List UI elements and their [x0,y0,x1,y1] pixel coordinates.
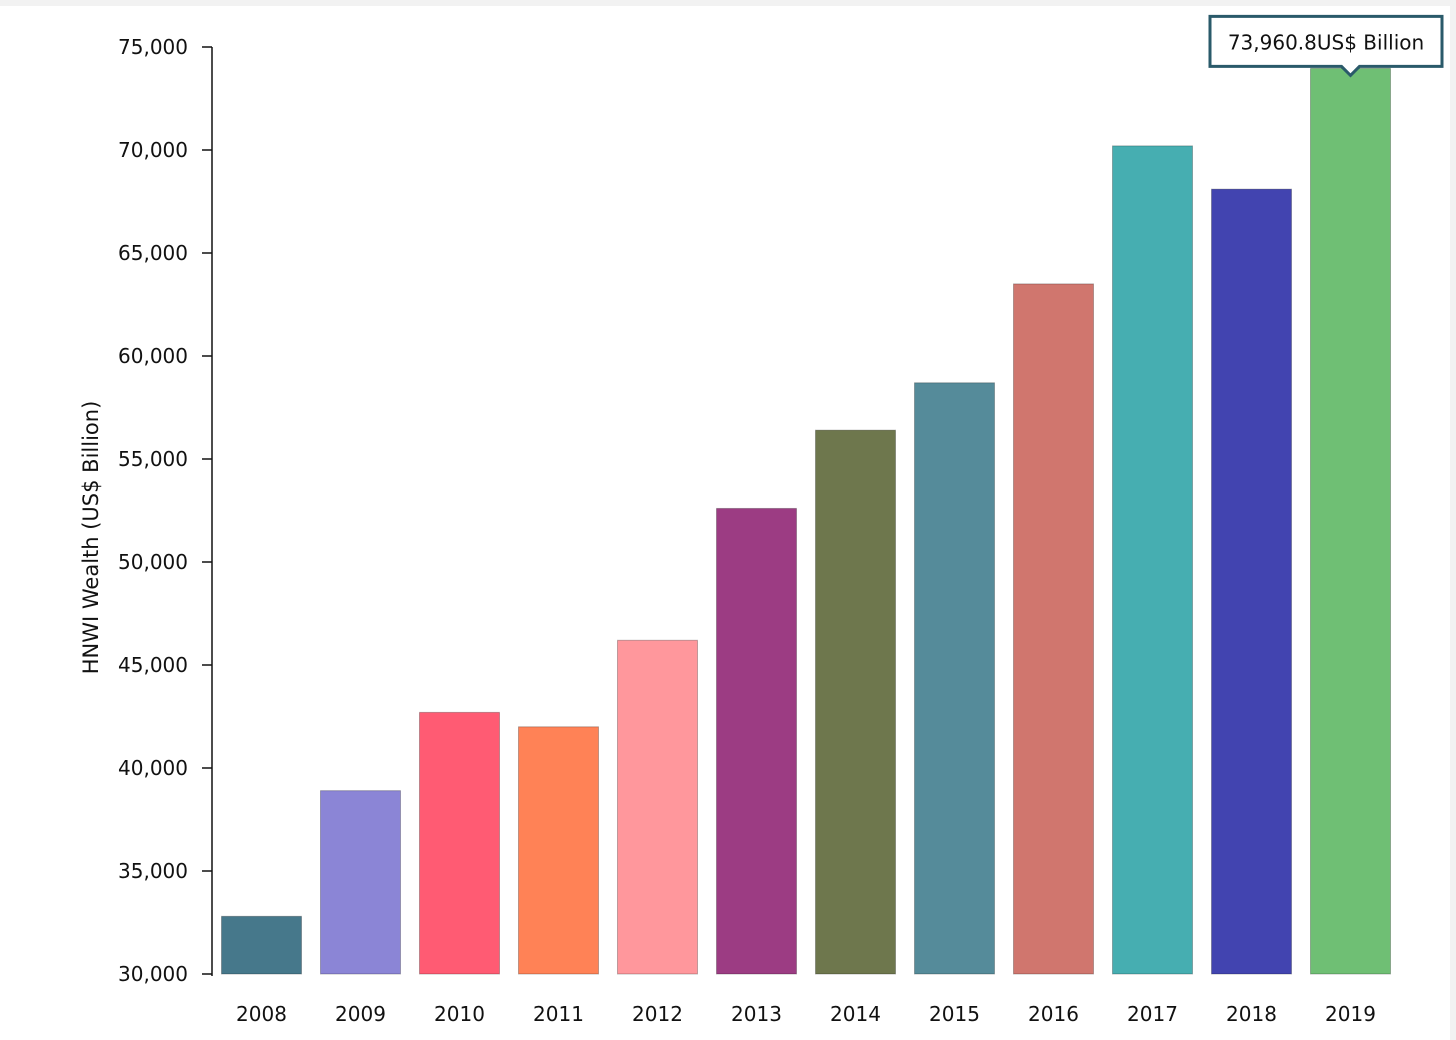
x-tick-label: 2014 [830,1002,881,1026]
bar-2009[interactable] [320,790,401,975]
x-tick-label: 2018 [1226,1002,1277,1026]
x-tick-label: 2010 [434,1002,485,1026]
bar-2018[interactable] [1211,188,1292,975]
x-tick-label: 2012 [632,1002,683,1026]
y-tick-label: 50,000 [118,550,188,574]
y-tick-label: 35,000 [118,859,188,883]
y-axis: 30,000 35,000 40,000 45,000 50,000 55,000 60,0… [118,35,213,986]
y-tick-label: 65,000 [118,241,188,265]
y-axis-title: HNWI Wealth (US$ Billion) [79,401,103,675]
y-tick-label: 75,000 [118,35,188,59]
bar-2016[interactable] [1013,283,1094,975]
x-axis: 2008 2009 2010 2011 2012 2013 2014 2015 2016 2017… [236,1002,1376,1026]
x-tick-label: 2009 [335,1002,386,1026]
y-tick-label: 70,000 [118,138,188,162]
bar-2013[interactable] [716,507,797,975]
x-tick-label: 2015 [929,1002,980,1026]
bar-2017[interactable] [1112,145,1193,975]
bar-2012[interactable] [617,639,698,975]
y-tick-label: 40,000 [118,756,188,780]
x-tick-label: 2016 [1028,1002,1079,1026]
x-tick-label: 2011 [533,1002,584,1026]
x-tick-label: 2017 [1127,1002,1178,1026]
bar-2019[interactable] [1310,67,1391,975]
bar-2008[interactable] [221,915,302,975]
x-tick-label: 2013 [731,1002,782,1026]
x-tick-label: 2008 [236,1002,287,1026]
x-tick-label: 2019 [1325,1002,1376,1026]
value-tooltip: 73,960.8US$ Billion [1208,14,1444,78]
tooltip-box [1208,14,1444,78]
y-tick-label: 45,000 [118,653,188,677]
bar-2010[interactable] [419,711,500,975]
y-tick-label: 60,000 [118,344,188,368]
y-tick-label: 30,000 [118,962,188,986]
bar-2015[interactable] [914,382,995,975]
bar-chart: 30,000 35,000 40,000 45,000 50,000 55,000 60,0… [79,14,1444,1026]
bar-2014[interactable] [815,429,896,975]
y-tick-label: 55,000 [118,447,188,471]
chart-card: 30,000 35,000 40,000 45,000 50,000 55,000 60,0… [0,6,1450,1040]
bars [221,67,1391,975]
bar-2011[interactable] [518,726,599,975]
tooltip-text: 73,960.8US$ Billion [1228,30,1424,54]
